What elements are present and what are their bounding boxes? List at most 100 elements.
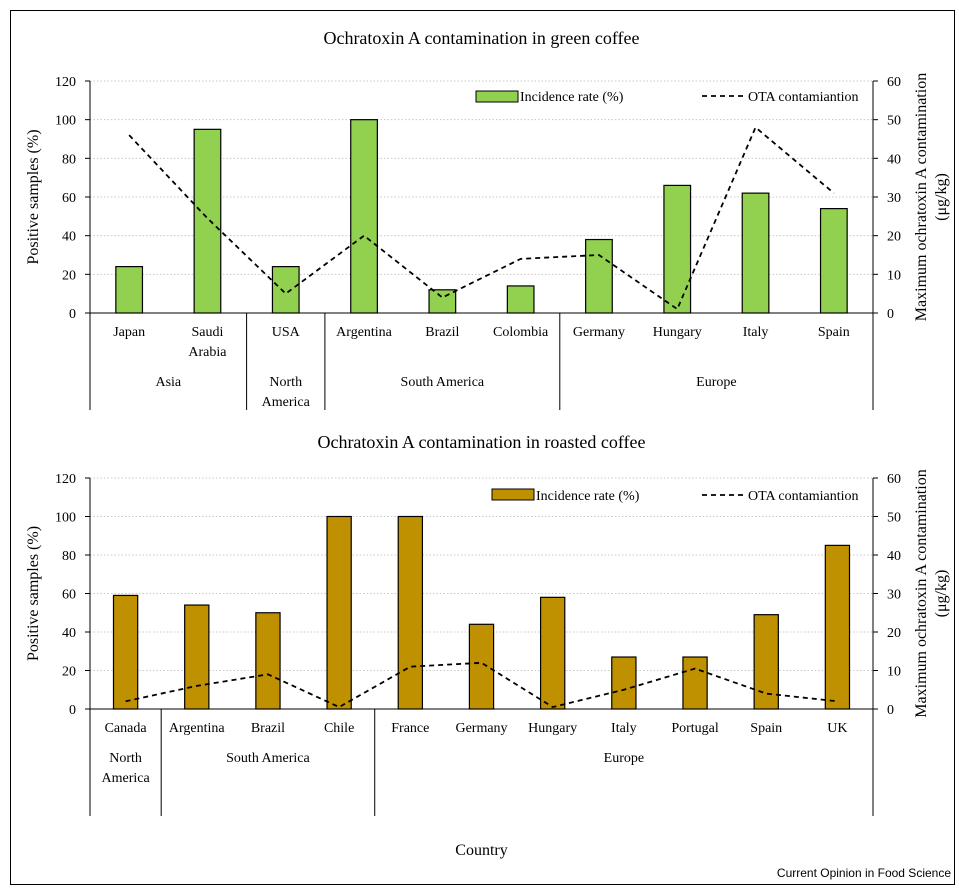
y-tick-label: 80 [62, 152, 76, 167]
legend-line-label: OTA contamiantion [748, 489, 858, 504]
x-tick-label: Spain [750, 721, 782, 736]
group-label: South America [401, 375, 485, 390]
bar [682, 656, 708, 710]
bar [193, 128, 222, 314]
bar [539, 596, 566, 710]
y-tick-label: 20 [62, 268, 76, 283]
legend-bar-label: Incidence rate (%) [520, 90, 624, 105]
group-label: South America [226, 751, 310, 766]
ota-line [125, 661, 838, 709]
bar [741, 192, 770, 314]
x-tick-label: France [391, 721, 429, 736]
y2-tick-label: 30 [887, 588, 901, 603]
x-tick-label: Italy [743, 325, 769, 340]
group-label: America [101, 771, 150, 786]
ota-line [128, 125, 835, 311]
x-tick-label: Hungary [653, 325, 702, 340]
y-tick-label: 0 [69, 307, 76, 322]
bar [585, 238, 613, 314]
bar [468, 623, 495, 710]
x-tick-label: UK [827, 721, 847, 736]
y2-tick-label: 30 [887, 191, 901, 206]
x-tick-label: Saudi [192, 325, 224, 340]
x-tick-label: Brazil [425, 325, 459, 340]
x-tick-label: Argentina [336, 325, 393, 340]
x-tick-label: Spain [818, 325, 850, 340]
y-axis-label: Positive samples (%) [25, 129, 42, 264]
y-axis-label: Positive samples (%) [25, 526, 42, 661]
figure-frame [10, 10, 955, 885]
bar [350, 119, 378, 314]
group-label: Europe [696, 375, 736, 390]
bar [326, 515, 352, 710]
bar [663, 184, 692, 314]
y-tick-label: 120 [55, 472, 76, 487]
group-label: America [262, 395, 311, 410]
legend-line-label: OTA contamiantion [748, 90, 858, 105]
y-tick-label: 40 [62, 626, 76, 641]
y2-axis-unit: (μg/kg) [933, 570, 950, 618]
y2-tick-label: 40 [887, 549, 901, 564]
y2-tick-label: 50 [887, 511, 901, 526]
y2-tick-label: 0 [887, 307, 894, 322]
x-tick-label: Japan [113, 325, 145, 340]
x-tick-label: Germany [455, 721, 507, 736]
y-tick-label: 100 [55, 114, 76, 129]
y-tick-label: 60 [62, 588, 76, 603]
y2-tick-label: 40 [887, 152, 901, 167]
legend-bar-label: Incidence rate (%) [536, 489, 640, 504]
y2-axis-label: Maximum ochratoxin A contamination [913, 469, 930, 717]
x-tick-label: USA [272, 325, 301, 340]
bar [506, 285, 535, 314]
bar [115, 266, 144, 314]
y2-tick-label: 20 [887, 230, 901, 245]
y-tick-label: 120 [55, 75, 76, 90]
y2-tick-label: 20 [887, 626, 901, 641]
y-tick-label: 0 [69, 703, 76, 718]
x-tick-label: Argentina [169, 721, 226, 736]
bar [824, 544, 851, 710]
chart-2: Ochratoxin A contamination in roasted co… [25, 432, 950, 859]
y2-tick-label: 10 [887, 665, 901, 680]
y2-axis-label: Maximum ochratoxin A contamination [913, 73, 930, 321]
bar [819, 208, 848, 314]
chart-title: Ochratoxin A contamination in roasted co… [317, 432, 645, 452]
credit-text: Current Opinion in Food Science [776, 866, 951, 880]
x-tick-label: Italy [611, 721, 637, 736]
x-tick-label: Colombia [493, 325, 549, 340]
x-tick-label: Canada [105, 721, 148, 736]
chart-1: Ochratoxin A contamination in green coff… [25, 28, 950, 410]
group-label: North [109, 751, 142, 766]
y-tick-label: 20 [62, 665, 76, 680]
bar [428, 289, 457, 314]
bar [397, 515, 424, 710]
y2-tick-label: 60 [887, 75, 901, 90]
legend-bar-swatch [475, 90, 519, 103]
bar [271, 266, 300, 314]
y2-tick-label: 60 [887, 472, 901, 487]
bar [255, 612, 281, 710]
bar [753, 614, 779, 710]
chart-title: Ochratoxin A contamination in green coff… [323, 28, 639, 48]
group-label: Asia [155, 375, 181, 390]
bar [112, 594, 139, 710]
group-label: Europe [604, 751, 644, 766]
y2-tick-label: 0 [887, 703, 894, 718]
x-tick-label: Germany [573, 325, 625, 340]
y-tick-label: 100 [55, 511, 76, 526]
legend-bar-swatch [491, 488, 535, 501]
y-tick-label: 80 [62, 549, 76, 564]
x-tick-label: Portugal [671, 721, 719, 736]
y-tick-label: 60 [62, 191, 76, 206]
x-tick-label: Brazil [251, 721, 285, 736]
x-tick-label: Hungary [528, 721, 577, 736]
bar [611, 656, 637, 710]
y2-axis-unit: (μg/kg) [933, 173, 950, 221]
y2-tick-label: 10 [887, 268, 901, 283]
group-label: North [269, 375, 302, 390]
x-tick-label: Chile [324, 721, 354, 736]
x-tick-label: Arabia [188, 345, 227, 360]
y2-tick-label: 50 [887, 114, 901, 129]
x-axis-label: Country [455, 842, 507, 859]
